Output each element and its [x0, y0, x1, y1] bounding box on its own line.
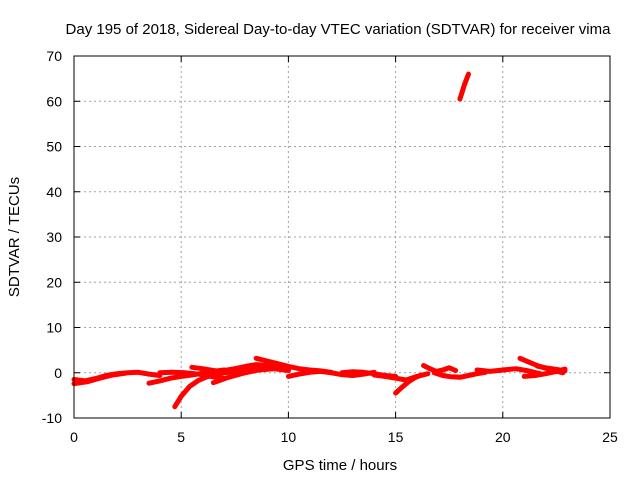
series-arc-17	[474, 366, 544, 377]
y-tick-label: 70	[46, 48, 62, 64]
y-axis-label: SDTVAR / TECUs	[6, 177, 23, 297]
series-arc-15	[431, 369, 489, 380]
series-arc-2	[71, 370, 128, 387]
x-tick-label: 10	[281, 429, 297, 445]
x-tick-label: 20	[495, 429, 511, 445]
y-tick-label: -10	[42, 410, 62, 426]
chart-title: Day 195 of 2018, Sidereal Day-to-day VTE…	[66, 21, 612, 38]
y-tick-label: 40	[46, 184, 62, 200]
x-tick-label: 5	[177, 429, 185, 445]
series-arc-16	[457, 71, 471, 102]
series-arc-5	[157, 369, 227, 382]
grid-lines	[74, 56, 610, 418]
series-arc-13	[393, 372, 424, 396]
y-tick-label: 0	[54, 365, 62, 381]
series-arc-8	[221, 362, 291, 373]
x-tick-label: 0	[70, 429, 78, 445]
y-tick-label: 10	[46, 320, 62, 336]
x-tick-label: 25	[602, 429, 618, 445]
series-arc-20	[534, 363, 568, 374]
y-tick-label: 50	[46, 139, 62, 155]
x-axis-label: GPS time / hours	[283, 457, 397, 474]
y-tick-label: 30	[46, 229, 62, 245]
y-tick-label: 60	[46, 93, 62, 109]
y-tick-label: 20	[46, 274, 62, 290]
x-tick-label: 15	[388, 429, 404, 445]
series-arc-14	[421, 363, 459, 374]
axis-ticks: 0 5 10 15 20 25 -10 0 10 20 30 40 50 60 70	[42, 48, 618, 445]
data-series	[71, 71, 568, 410]
